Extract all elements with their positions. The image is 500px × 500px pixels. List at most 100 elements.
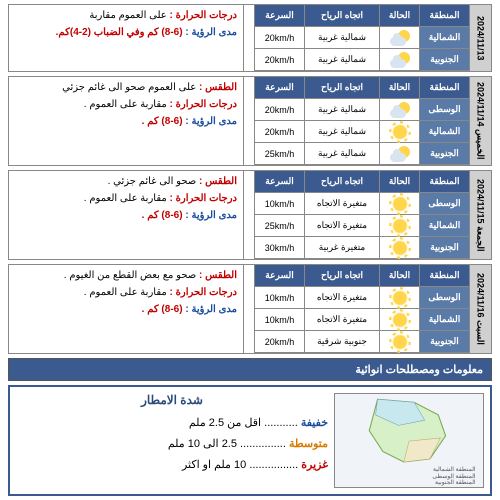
cell-speed: 30km/h xyxy=(254,237,304,259)
hdr-wind: اتجاه الرياح xyxy=(304,5,379,27)
hdr-region: المنطقة xyxy=(419,171,469,193)
hdr-speed: السرعة xyxy=(254,5,304,27)
sun-icon xyxy=(392,124,408,140)
sun-icon xyxy=(392,240,408,256)
cell-wind: جنوبية شرقية xyxy=(304,331,379,353)
cell-wind: شمالية غربية xyxy=(304,99,379,121)
forecast-row: الجنوبية شمالية غربية 25km/h xyxy=(244,143,469,165)
desc-weather: الطقس : على العموم صحو الى غائم جزئي xyxy=(13,79,237,96)
map-panel: المنطقة الشمالية المنطقة الوسطى المنطقة … xyxy=(334,393,484,488)
cell-wind: شمالية غربية xyxy=(304,27,379,49)
hdr-state: الحالة xyxy=(379,77,419,99)
cell-wind: متغيرة الاتجاه xyxy=(304,287,379,309)
forecast-row: الوسطى متغيرة الاتجاه 10km/h xyxy=(244,287,469,309)
forecast-day: الخميس 2024/11/14 المنطقة الحالة اتجاه ا… xyxy=(8,76,492,166)
cell-speed: 20km/h xyxy=(254,49,304,71)
cell-speed: 10km/h xyxy=(254,193,304,215)
cell-region: الجنوبية xyxy=(419,331,469,353)
forecast-row: الجنوبية متغيرة غربية 30km/h xyxy=(244,237,469,259)
cell-region: الجنوبية xyxy=(419,237,469,259)
date-label: 2024/11/13 xyxy=(469,5,491,71)
desc-weather: الطقس : صحو مع بعض القطع من الغيوم . xyxy=(13,267,237,284)
forecast-day: 2024/11/13 المنطقة الحالة اتجاه الرياح ا… xyxy=(8,4,492,72)
rain-row: متوسطة ............... 2.5 الى 10 ملم xyxy=(16,434,328,455)
forecast-day: الجمعة 2024/11/15 المنطقة الحالة اتجاه ا… xyxy=(8,170,492,260)
rain-intensity-table: شدة الامطار خفيفة ........... اقل من 2.5… xyxy=(16,393,328,488)
desc-visibility: مدى الرؤية : (6-8) كم . xyxy=(13,207,237,224)
forecast-row: الجنوبية شمالية غربية 20km/h xyxy=(244,49,469,71)
date-label: الخميس 2024/11/14 xyxy=(469,77,491,165)
forecast-description: الطقس : صحو الى غائم جزئي .درجات الحرارة… xyxy=(9,171,244,259)
desc-visibility: مدى الرؤية : (6-8) كم . xyxy=(13,301,237,318)
rain-title: شدة الامطار xyxy=(16,393,328,407)
map-legend: المنطقة الشمالية المنطقة الوسطى المنطقة … xyxy=(342,467,475,487)
desc-temp: درجات الحرارة : مقاربة على العموم . xyxy=(13,96,237,113)
forecast-row: الجنوبية جنوبية شرقية 20km/h xyxy=(244,331,469,353)
forecast-table: 2024/11/13 المنطقة الحالة اتجاه الرياح ا… xyxy=(8,4,492,354)
cell-wind: شمالية غربية xyxy=(304,121,379,143)
cell-region: الوسطى xyxy=(419,99,469,121)
cell-speed: 25km/h xyxy=(254,143,304,165)
forecast-description: الطقس : على العموم صحو الى غائم جزئيدرجا… xyxy=(9,77,244,165)
forecast-row: الشمالية متغيرة الاتجاه 25km/h xyxy=(244,215,469,237)
cell-wind: متغيرة الاتجاه xyxy=(304,193,379,215)
cell-region: الجنوبية xyxy=(419,143,469,165)
cell-state xyxy=(379,27,419,49)
cell-wind: شمالية غربية xyxy=(304,49,379,71)
cell-speed: 20km/h xyxy=(254,27,304,49)
cell-speed: 20km/h xyxy=(254,99,304,121)
cell-region: الوسطى xyxy=(419,287,469,309)
info-section-title: معلومات ومصطلحات انوائية xyxy=(8,358,492,381)
cell-state xyxy=(379,215,419,237)
cell-speed: 20km/h xyxy=(254,121,304,143)
partly-cloudy-icon xyxy=(390,30,410,46)
cell-wind: متغيرة الاتجاه xyxy=(304,215,379,237)
cell-state xyxy=(379,331,419,353)
cell-state xyxy=(379,287,419,309)
date-label: السبت 2024/11/16 xyxy=(469,265,491,353)
sun-icon xyxy=(392,218,408,234)
cell-state xyxy=(379,237,419,259)
rain-row: خفيفة ........... اقل من 2.5 ملم xyxy=(16,413,328,434)
hdr-speed: السرعة xyxy=(254,77,304,99)
hdr-speed: السرعة xyxy=(254,171,304,193)
desc-visibility: مدى الرؤية : (6-8) كم . xyxy=(13,113,237,130)
cell-state xyxy=(379,99,419,121)
cell-speed: 25km/h xyxy=(254,215,304,237)
cell-speed: 10km/h xyxy=(254,309,304,331)
hdr-region: المنطقة xyxy=(419,77,469,99)
hdr-wind: اتجاه الرياح xyxy=(304,265,379,287)
forecast-row: الشمالية شمالية غربية 20km/h xyxy=(244,27,469,49)
sun-icon xyxy=(392,290,408,306)
cell-state xyxy=(379,193,419,215)
cell-region: الشمالية xyxy=(419,121,469,143)
info-box: المنطقة الشمالية المنطقة الوسطى المنطقة … xyxy=(8,385,492,496)
sun-icon xyxy=(392,334,408,350)
forecast-row: الوسطى شمالية غربية 20km/h xyxy=(244,99,469,121)
forecast-row: الوسطى متغيرة الاتجاه 10km/h xyxy=(244,193,469,215)
cell-wind: شمالية غربية xyxy=(304,143,379,165)
hdr-region: المنطقة xyxy=(419,5,469,27)
iraq-map-icon xyxy=(349,394,469,467)
forecast-row: الشمالية متغيرة الاتجاه 10km/h xyxy=(244,309,469,331)
hdr-speed: السرعة xyxy=(254,265,304,287)
desc-temp: درجات الحرارة : مقاربة على العموم . xyxy=(13,190,237,207)
rain-row: غزيرة ................ 10 ملم او اكثر xyxy=(16,455,328,476)
cell-region: الشمالية xyxy=(419,309,469,331)
sun-icon xyxy=(392,312,408,328)
cell-speed: 10km/h xyxy=(254,287,304,309)
partly-cloudy-icon xyxy=(390,102,410,118)
cell-speed: 20km/h xyxy=(254,331,304,353)
hdr-state: الحالة xyxy=(379,5,419,27)
cell-state xyxy=(379,121,419,143)
forecast-row: الشمالية شمالية غربية 20km/h xyxy=(244,121,469,143)
cell-wind: متغيرة الاتجاه xyxy=(304,309,379,331)
date-label: الجمعة 2024/11/15 xyxy=(469,171,491,259)
cell-region: الوسطى xyxy=(419,193,469,215)
hdr-region: المنطقة xyxy=(419,265,469,287)
desc-temp: درجات الحرارة : على العموم مقاربة xyxy=(13,7,237,24)
cell-state xyxy=(379,143,419,165)
sun-icon xyxy=(392,196,408,212)
hdr-wind: اتجاه الرياح xyxy=(304,77,379,99)
cell-region: الجنوبية xyxy=(419,49,469,71)
